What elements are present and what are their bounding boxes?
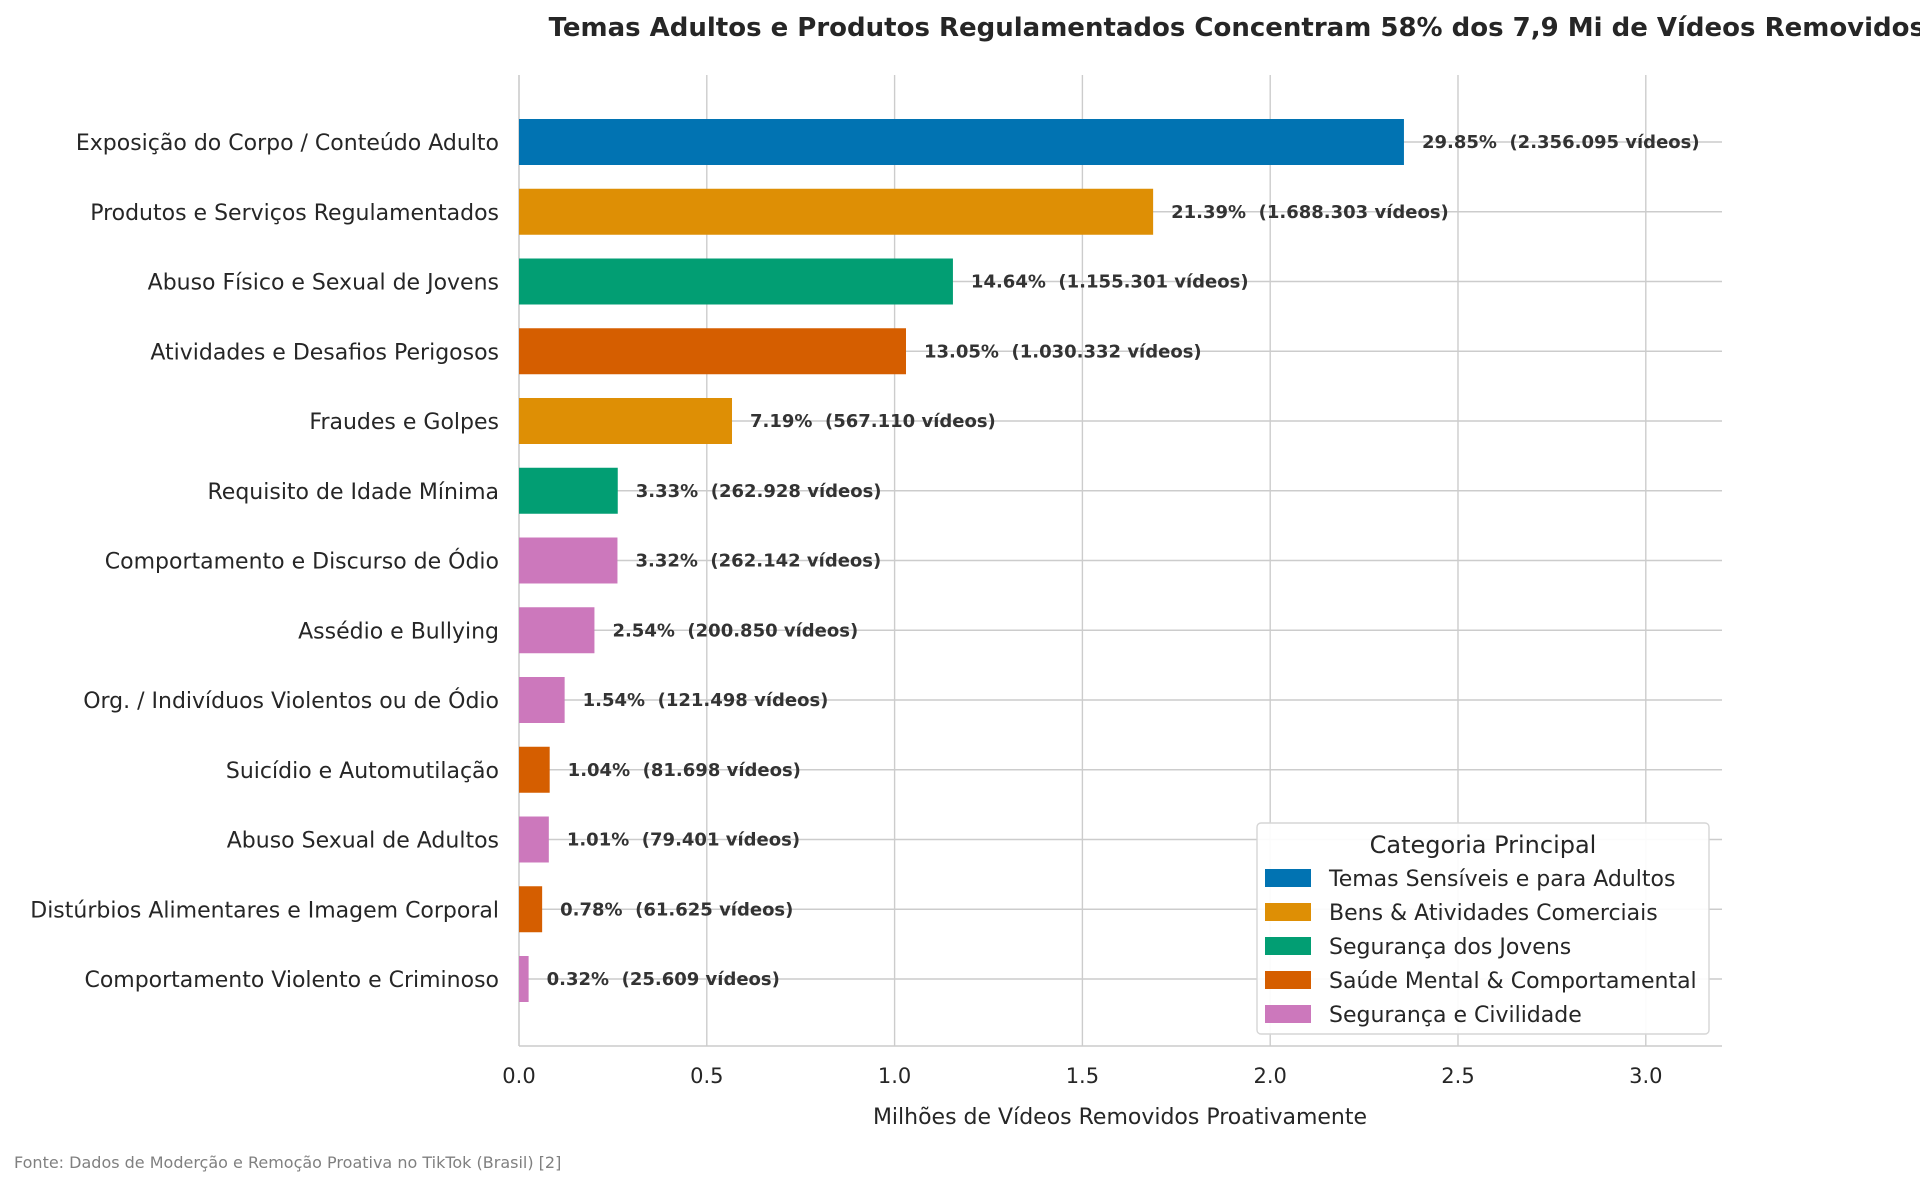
y-tick-label: Requisito de Idade Mínima [208,480,500,505]
bar [519,258,953,305]
x-tick-label: 3.0 [1629,1064,1662,1088]
y-tick-label: Assédio e Bullying [298,619,499,644]
legend-title: Categoria Principal [1370,831,1597,859]
x-tick-label: 0.5 [690,1064,723,1088]
legend-entry-label: Segurança e Civilidade [1329,1003,1582,1028]
legend-frame [1256,822,1710,1035]
bar-value-label: 1.01% (79.401 vídeos) [567,830,800,851]
bars-layer [519,119,1404,1002]
bar [519,677,565,723]
chart-title: Temas Adultos e Produtos Regulamentados … [549,13,1920,43]
bar [519,607,595,654]
bar [519,467,618,514]
x-tick-label: 1.5 [1066,1064,1099,1088]
bar [519,119,1404,165]
y-tick-label: Suicídio e Automutilação [226,759,499,784]
y-tick-label: Org. / Indivíduos Violentos ou de Ódio [83,688,499,714]
bar-value-label: 3.33% (262.928 vídeos) [636,481,882,502]
legend-entry-label: Temas Sensíveis e para Adultos [1328,867,1675,892]
bar-value-label: 1.04% (81.698 vídeos) [568,760,801,781]
bar [519,956,529,1002]
y-tick-label: Atividades e Desafios Perigosos [150,340,499,365]
bar-value-label: 21.39% (1.688.303 vídeos) [1171,202,1449,223]
y-tick-label: Comportamento Violento e Criminoso [84,968,499,993]
legend-swatch [1265,937,1311,955]
x-tick-label: 2.0 [1253,1064,1286,1088]
bar [519,328,906,375]
legend-swatch [1265,869,1311,887]
bar-value-label: 14.64% (1.155.301 vídeos) [971,272,1249,293]
y-tick-label: Comportamento e Discurso de Ódio [105,549,499,575]
y-tick-label: Fraudes e Golpes [309,410,499,435]
legend: Categoria Principal Temas Sensíveis e par… [1256,822,1710,1035]
y-tick-label: Abuso Físico e Sexual de Jovens [148,271,499,296]
bar [519,398,733,444]
bar-value-label: 2.54% (200.850 vídeos) [612,620,858,641]
bar-value-label: 3.32% (262.142 vídeos) [635,551,881,572]
bar-value-label: 1.54% (121.498 vídeos) [583,690,829,711]
bar-value-label: 0.32% (25.609 vídeos) [547,969,780,990]
x-tick-label: 2.5 [1441,1064,1474,1088]
bar-value-label: 7.19% (567.110 vídeos) [750,411,996,432]
x-tick-label: 0.0 [502,1064,535,1088]
y-tick-label: Distúrbios Alimentares e Imagem Corporal [30,898,499,923]
y-tick-label: Abuso Sexual de Adultos [227,829,499,854]
bar-value-label: 0.78% (61.625 vídeos) [560,899,793,920]
x-tick-label: 1.0 [878,1064,911,1088]
bar [519,746,550,793]
bar-value-label: 29.85% (2.356.095 vídeos) [1422,132,1700,153]
legend-entry-label: Saúde Mental & Comportamental [1329,969,1697,994]
x-axis-label: Milhões de Vídeos Removidos Proativament… [873,1105,1367,1130]
legend-entry-label: Segurança dos Jovens [1329,935,1571,960]
bar [519,886,543,933]
legend-swatch [1265,1005,1311,1023]
labels-layer: 0.0 0.5 1.0 1.5 2.0 2.5 3.0 Exposição do Corpo … [30,131,1699,1088]
bar [519,816,549,863]
legend-entry-label: Bens & Atividades Comerciais [1329,901,1658,926]
y-tick-label: Exposição do Corpo / Conteúdo Adulto [76,131,499,156]
y-tick-label: Produtos e Serviços Regulamentados [90,201,499,226]
legend-swatch [1265,971,1311,989]
bar-value-label: 13.05% (1.030.332 vídeos) [924,341,1202,362]
bar [519,537,618,584]
source-note: Fonte: Dados de Moderção e Remoção Proat… [14,1153,561,1172]
bar [519,188,1154,235]
legend-swatch [1265,903,1311,921]
